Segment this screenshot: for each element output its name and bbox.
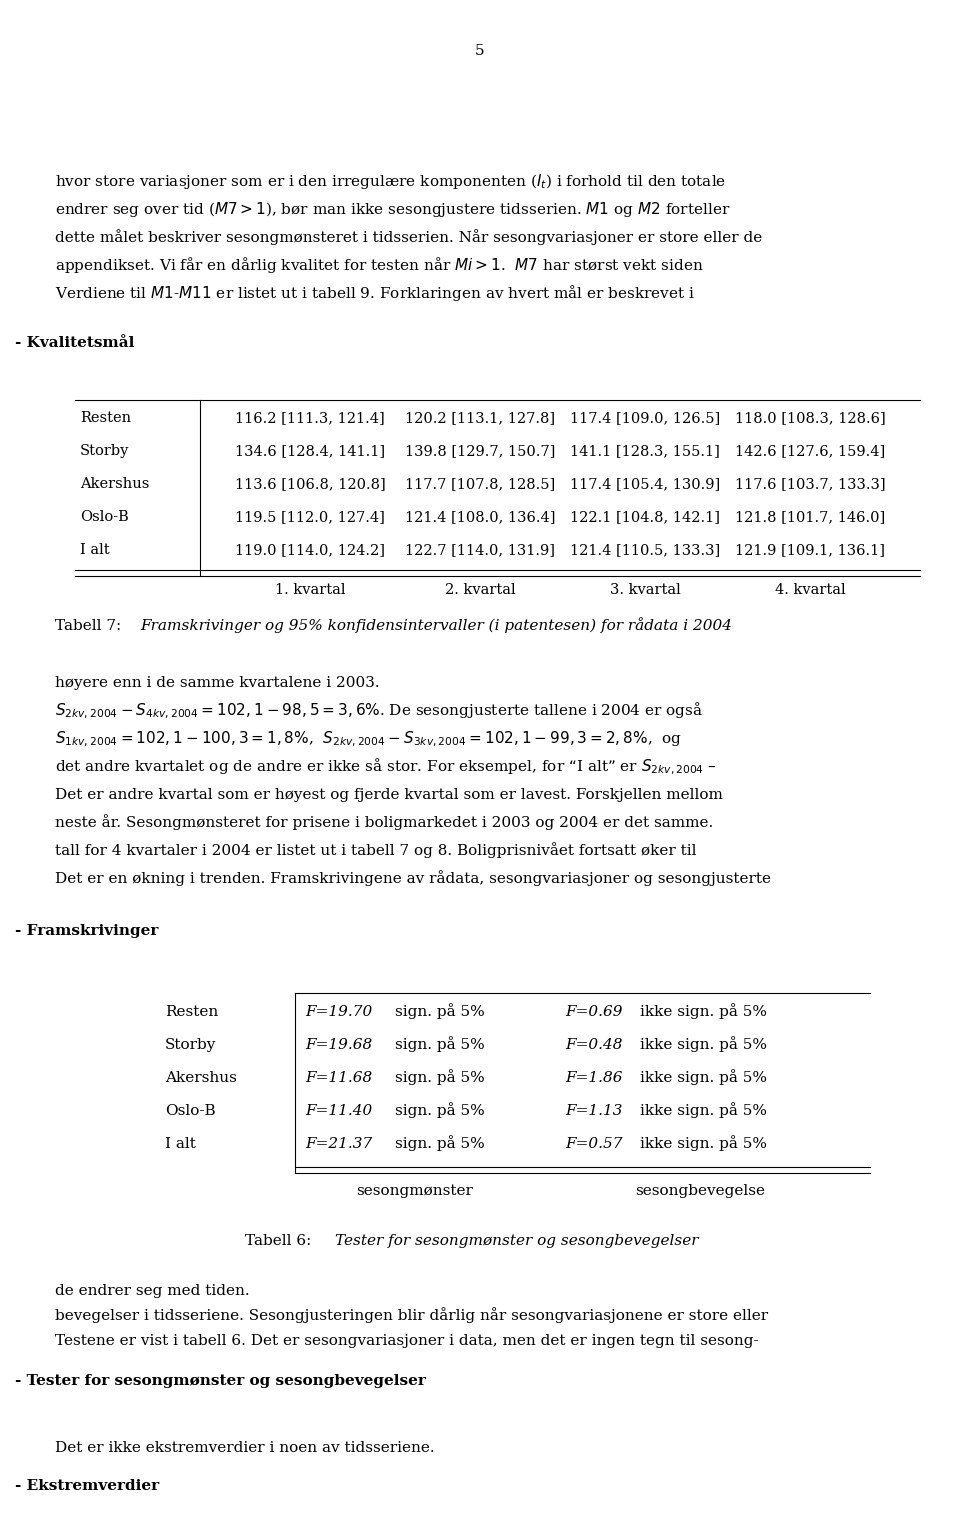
Text: 4. kvartal: 4. kvartal bbox=[775, 583, 846, 597]
Text: 122.1 [104.8, 142.1]: 122.1 [104.8, 142.1] bbox=[570, 509, 720, 523]
Text: 117.6 [103.7, 133.3]: 117.6 [103.7, 133.3] bbox=[734, 477, 885, 491]
Text: sign. på 5%: sign. på 5% bbox=[395, 1069, 485, 1085]
Text: appendikset. Vi får en dårlig kvalitet for testen når $Mi > 1$.  $M7$ har størst: appendikset. Vi får en dårlig kvalitet f… bbox=[55, 256, 704, 275]
Text: F=0.48: F=0.48 bbox=[565, 1037, 622, 1053]
Text: ikke sign. på 5%: ikke sign. på 5% bbox=[640, 1004, 767, 1019]
Text: - Ekstremverdier: - Ekstremverdier bbox=[15, 1480, 159, 1493]
Text: F=0.69: F=0.69 bbox=[565, 1005, 622, 1019]
Text: I alt: I alt bbox=[165, 1137, 196, 1151]
Text: F=0.57: F=0.57 bbox=[565, 1137, 622, 1151]
Text: 142.6 [127.6, 159.4]: 142.6 [127.6, 159.4] bbox=[734, 444, 885, 457]
Text: ikke sign. på 5%: ikke sign. på 5% bbox=[640, 1102, 767, 1118]
Text: Storby: Storby bbox=[165, 1037, 216, 1053]
Text: det andre kvartalet og de andre er ikke så stor. For eksempel, for “I alt” er $S: det andre kvartalet og de andre er ikke … bbox=[55, 756, 717, 777]
Text: 141.1 [128.3, 155.1]: 141.1 [128.3, 155.1] bbox=[570, 444, 720, 457]
Text: sesongmønster: sesongmønster bbox=[356, 1184, 473, 1198]
Text: F=11.40: F=11.40 bbox=[305, 1105, 372, 1118]
Text: 117.7 [107.8, 128.5]: 117.7 [107.8, 128.5] bbox=[405, 477, 555, 491]
Text: ikke sign. på 5%: ikke sign. på 5% bbox=[640, 1036, 767, 1053]
Text: Det er en økning i trenden. Framskrivingene av rådata, sesongvariasjoner og seso: Det er en økning i trenden. Framskriving… bbox=[55, 871, 771, 886]
Text: 134.6 [128.4, 141.1]: 134.6 [128.4, 141.1] bbox=[235, 444, 385, 457]
Text: Det er ikke ekstremverdier i noen av tidsseriene.: Det er ikke ekstremverdier i noen av tid… bbox=[55, 1441, 435, 1455]
Text: 121.4 [108.0, 136.4]: 121.4 [108.0, 136.4] bbox=[405, 509, 555, 523]
Text: Framskrivinger og 95% konfidensintervaller (i patentesen) for rådata i 2004: Framskrivinger og 95% konfidensintervall… bbox=[140, 617, 732, 633]
Text: sign. på 5%: sign. på 5% bbox=[395, 1036, 485, 1053]
Text: F=1.13: F=1.13 bbox=[565, 1105, 622, 1118]
Text: Resten: Resten bbox=[80, 412, 132, 425]
Text: tall for 4 kvartaler i 2004 er listet ut i tabell 7 og 8. Boligprisnivået fortsa: tall for 4 kvartaler i 2004 er listet ut… bbox=[55, 842, 697, 858]
Text: 5: 5 bbox=[475, 44, 485, 58]
Text: dette målet beskriver sesongmønsteret i tidsserien. Når sesongvariasjoner er sto: dette målet beskriver sesongmønsteret i … bbox=[55, 230, 762, 245]
Text: sign. på 5%: sign. på 5% bbox=[395, 1135, 485, 1151]
Text: - Kvalitetsmål: - Kvalitetsmål bbox=[15, 337, 134, 350]
Text: bevegelser i tidsseriene. Sesongjusteringen blir dårlig når sesongvariasjonene e: bevegelser i tidsseriene. Sesongjusterin… bbox=[55, 1307, 768, 1323]
Text: endrer seg over tid ($M7 > 1$), bør man ikke sesongjustere tidsserien. $M1$ og $: endrer seg over tid ($M7 > 1$), bør man … bbox=[55, 200, 731, 219]
Text: Tabell 6:: Tabell 6: bbox=[245, 1235, 322, 1248]
Text: ikke sign. på 5%: ikke sign. på 5% bbox=[640, 1135, 767, 1151]
Text: Resten: Resten bbox=[165, 1005, 218, 1019]
Text: Oslo-B: Oslo-B bbox=[80, 509, 129, 523]
Text: 3. kvartal: 3. kvartal bbox=[610, 583, 681, 597]
Text: F=21.37: F=21.37 bbox=[305, 1137, 372, 1151]
Text: F=11.68: F=11.68 bbox=[305, 1071, 372, 1085]
Text: 117.4 [105.4, 130.9]: 117.4 [105.4, 130.9] bbox=[570, 477, 720, 491]
Text: sesongbevegelse: sesongbevegelse bbox=[635, 1184, 765, 1198]
Text: 119.5 [112.0, 127.4]: 119.5 [112.0, 127.4] bbox=[235, 509, 385, 523]
Text: F=19.68: F=19.68 bbox=[305, 1037, 372, 1053]
Text: Testene er vist i tabell 6. Det er sesongvariasjoner i data, men det er ingen te: Testene er vist i tabell 6. Det er seson… bbox=[55, 1334, 758, 1348]
Text: 2. kvartal: 2. kvartal bbox=[444, 583, 516, 597]
Text: F=1.86: F=1.86 bbox=[565, 1071, 622, 1085]
Text: 1. kvartal: 1. kvartal bbox=[275, 583, 346, 597]
Text: 122.7 [114.0, 131.9]: 122.7 [114.0, 131.9] bbox=[405, 543, 555, 557]
Text: neste år. Sesongmønsteret for prisene i boligmarkedet i 2003 og 2004 er det samm: neste år. Sesongmønsteret for prisene i … bbox=[55, 814, 713, 829]
Text: sign. på 5%: sign. på 5% bbox=[395, 1004, 485, 1019]
Text: 117.4 [109.0, 126.5]: 117.4 [109.0, 126.5] bbox=[570, 412, 720, 425]
Text: 121.9 [109.1, 136.1]: 121.9 [109.1, 136.1] bbox=[735, 543, 885, 557]
Text: Det er andre kvartal som er høyest og fjerde kvartal som er lavest. Forskjellen : Det er andre kvartal som er høyest og fj… bbox=[55, 788, 723, 802]
Text: 139.8 [129.7, 150.7]: 139.8 [129.7, 150.7] bbox=[405, 444, 555, 457]
Text: $S_{1kv,2004} = 102,1 - 100,3 = 1,8\%$,  $S_{2kv,2004} - S_{3kv,2004} = 102,1 - : $S_{1kv,2004} = 102,1 - 100,3 = 1,8\%$, … bbox=[55, 730, 682, 748]
Text: 121.8 [101.7, 146.0]: 121.8 [101.7, 146.0] bbox=[734, 509, 885, 523]
Text: I alt: I alt bbox=[80, 543, 109, 557]
Text: 118.0 [108.3, 128.6]: 118.0 [108.3, 128.6] bbox=[734, 412, 885, 425]
Text: - Tester for sesongmønster og sesongbevegelser: - Tester for sesongmønster og sesongbeve… bbox=[15, 1374, 426, 1388]
Text: Tester for sesongmønster og sesongbevegelser: Tester for sesongmønster og sesongbevege… bbox=[335, 1235, 699, 1248]
Text: 119.0 [114.0, 124.2]: 119.0 [114.0, 124.2] bbox=[235, 543, 385, 557]
Text: Verdiene til $M1$-$M11$ er listet ut i tabell 9. Forklaringen av hvert mål er be: Verdiene til $M1$-$M11$ er listet ut i t… bbox=[55, 283, 695, 303]
Text: $S_{2kv,2004} - S_{4kv,2004} = 102,1 - 98,5 = 3,6\%$. De sesongjusterte tallene : $S_{2kv,2004} - S_{4kv,2004} = 102,1 - 9… bbox=[55, 701, 703, 721]
Text: 116.2 [111.3, 121.4]: 116.2 [111.3, 121.4] bbox=[235, 412, 385, 425]
Text: Storby: Storby bbox=[80, 444, 130, 457]
Text: 120.2 [113.1, 127.8]: 120.2 [113.1, 127.8] bbox=[405, 412, 555, 425]
Text: Oslo-B: Oslo-B bbox=[165, 1105, 216, 1118]
Text: 113.6 [106.8, 120.8]: 113.6 [106.8, 120.8] bbox=[234, 477, 385, 491]
Text: hvor store variasjoner som er i den irregulære komponenten ($I_t$) i forhold til: hvor store variasjoner som er i den irre… bbox=[55, 171, 726, 191]
Text: 121.4 [110.5, 133.3]: 121.4 [110.5, 133.3] bbox=[570, 543, 720, 557]
Text: ikke sign. på 5%: ikke sign. på 5% bbox=[640, 1069, 767, 1085]
Text: F=19.70: F=19.70 bbox=[305, 1005, 372, 1019]
Text: Tabell 7:: Tabell 7: bbox=[55, 620, 131, 633]
Text: Akershus: Akershus bbox=[80, 477, 150, 491]
Text: Akershus: Akershus bbox=[165, 1071, 237, 1085]
Text: høyere enn i de samme kvartalene i 2003.: høyere enn i de samme kvartalene i 2003. bbox=[55, 676, 379, 690]
Text: - Framskrivinger: - Framskrivinger bbox=[15, 924, 158, 938]
Text: de endrer seg med tiden.: de endrer seg med tiden. bbox=[55, 1284, 250, 1297]
Text: sign. på 5%: sign. på 5% bbox=[395, 1102, 485, 1118]
